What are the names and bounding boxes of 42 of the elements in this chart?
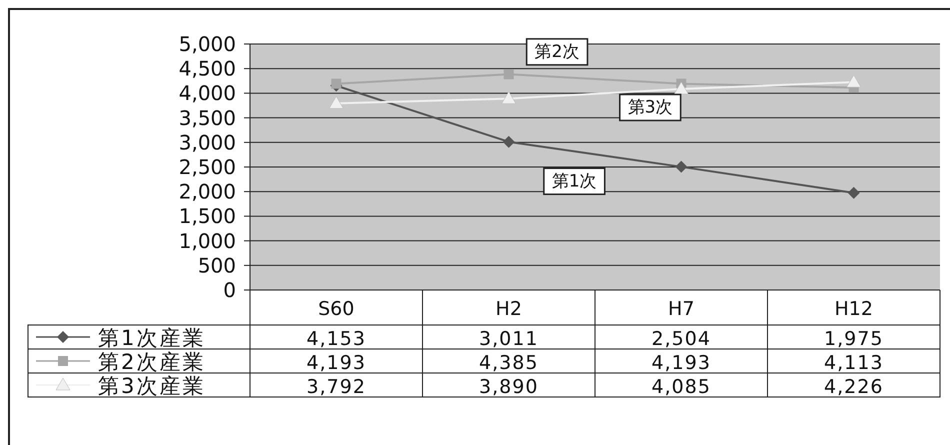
data-label: 4,085 <box>652 376 711 398</box>
legend-label: 第1次産業 <box>98 326 206 350</box>
point <box>848 186 860 199</box>
data-label: 3,792 <box>306 376 366 398</box>
y-tick-label: 2,500 <box>178 155 236 179</box>
point <box>502 91 516 104</box>
y-tick-label: 4,500 <box>178 56 236 81</box>
y-tick-label: 4,000 <box>178 81 236 106</box>
point <box>674 82 688 94</box>
annotation: 第1次 <box>552 171 597 192</box>
data-label: 4,226 <box>824 376 884 398</box>
y-tick-label: 5,000 <box>178 32 236 56</box>
x-tick-label: H12 <box>834 298 873 320</box>
data-label: 2,504 <box>652 328 711 350</box>
y-tick-label: 500 <box>198 253 236 278</box>
y-tick-label: 3,500 <box>178 106 236 130</box>
y-tick-label: 0 <box>223 278 236 302</box>
y-tick-label: 2,000 <box>178 180 236 204</box>
y-tick-label: 1,500 <box>178 204 236 228</box>
data-label: 3,011 <box>479 328 538 350</box>
x-tick-label: H2 <box>496 298 522 320</box>
data-label: 4,193 <box>306 352 366 374</box>
point <box>502 136 515 148</box>
y-tick-label: 3,000 <box>178 130 236 154</box>
point <box>331 78 342 89</box>
data-label: 4,113 <box>824 352 884 374</box>
x-tick-label: S60 <box>318 298 354 320</box>
x-tick-label: H7 <box>668 298 694 320</box>
annotation: 第3次 <box>628 97 673 118</box>
point <box>675 160 688 173</box>
data-label: 4,385 <box>479 352 538 374</box>
point <box>846 74 861 88</box>
point <box>329 96 344 109</box>
data-label: 3,890 <box>479 376 538 398</box>
data-label: 4,193 <box>652 352 711 374</box>
data-label: 1,975 <box>824 328 884 350</box>
legend-label: 第2次産業 <box>98 350 206 374</box>
y-tick-label: 1,000 <box>178 228 236 253</box>
annotation: 第2次 <box>534 42 580 62</box>
legend-label: 第3次産業 <box>98 374 206 398</box>
point <box>504 69 514 80</box>
data-label: 4,153 <box>306 328 366 350</box>
